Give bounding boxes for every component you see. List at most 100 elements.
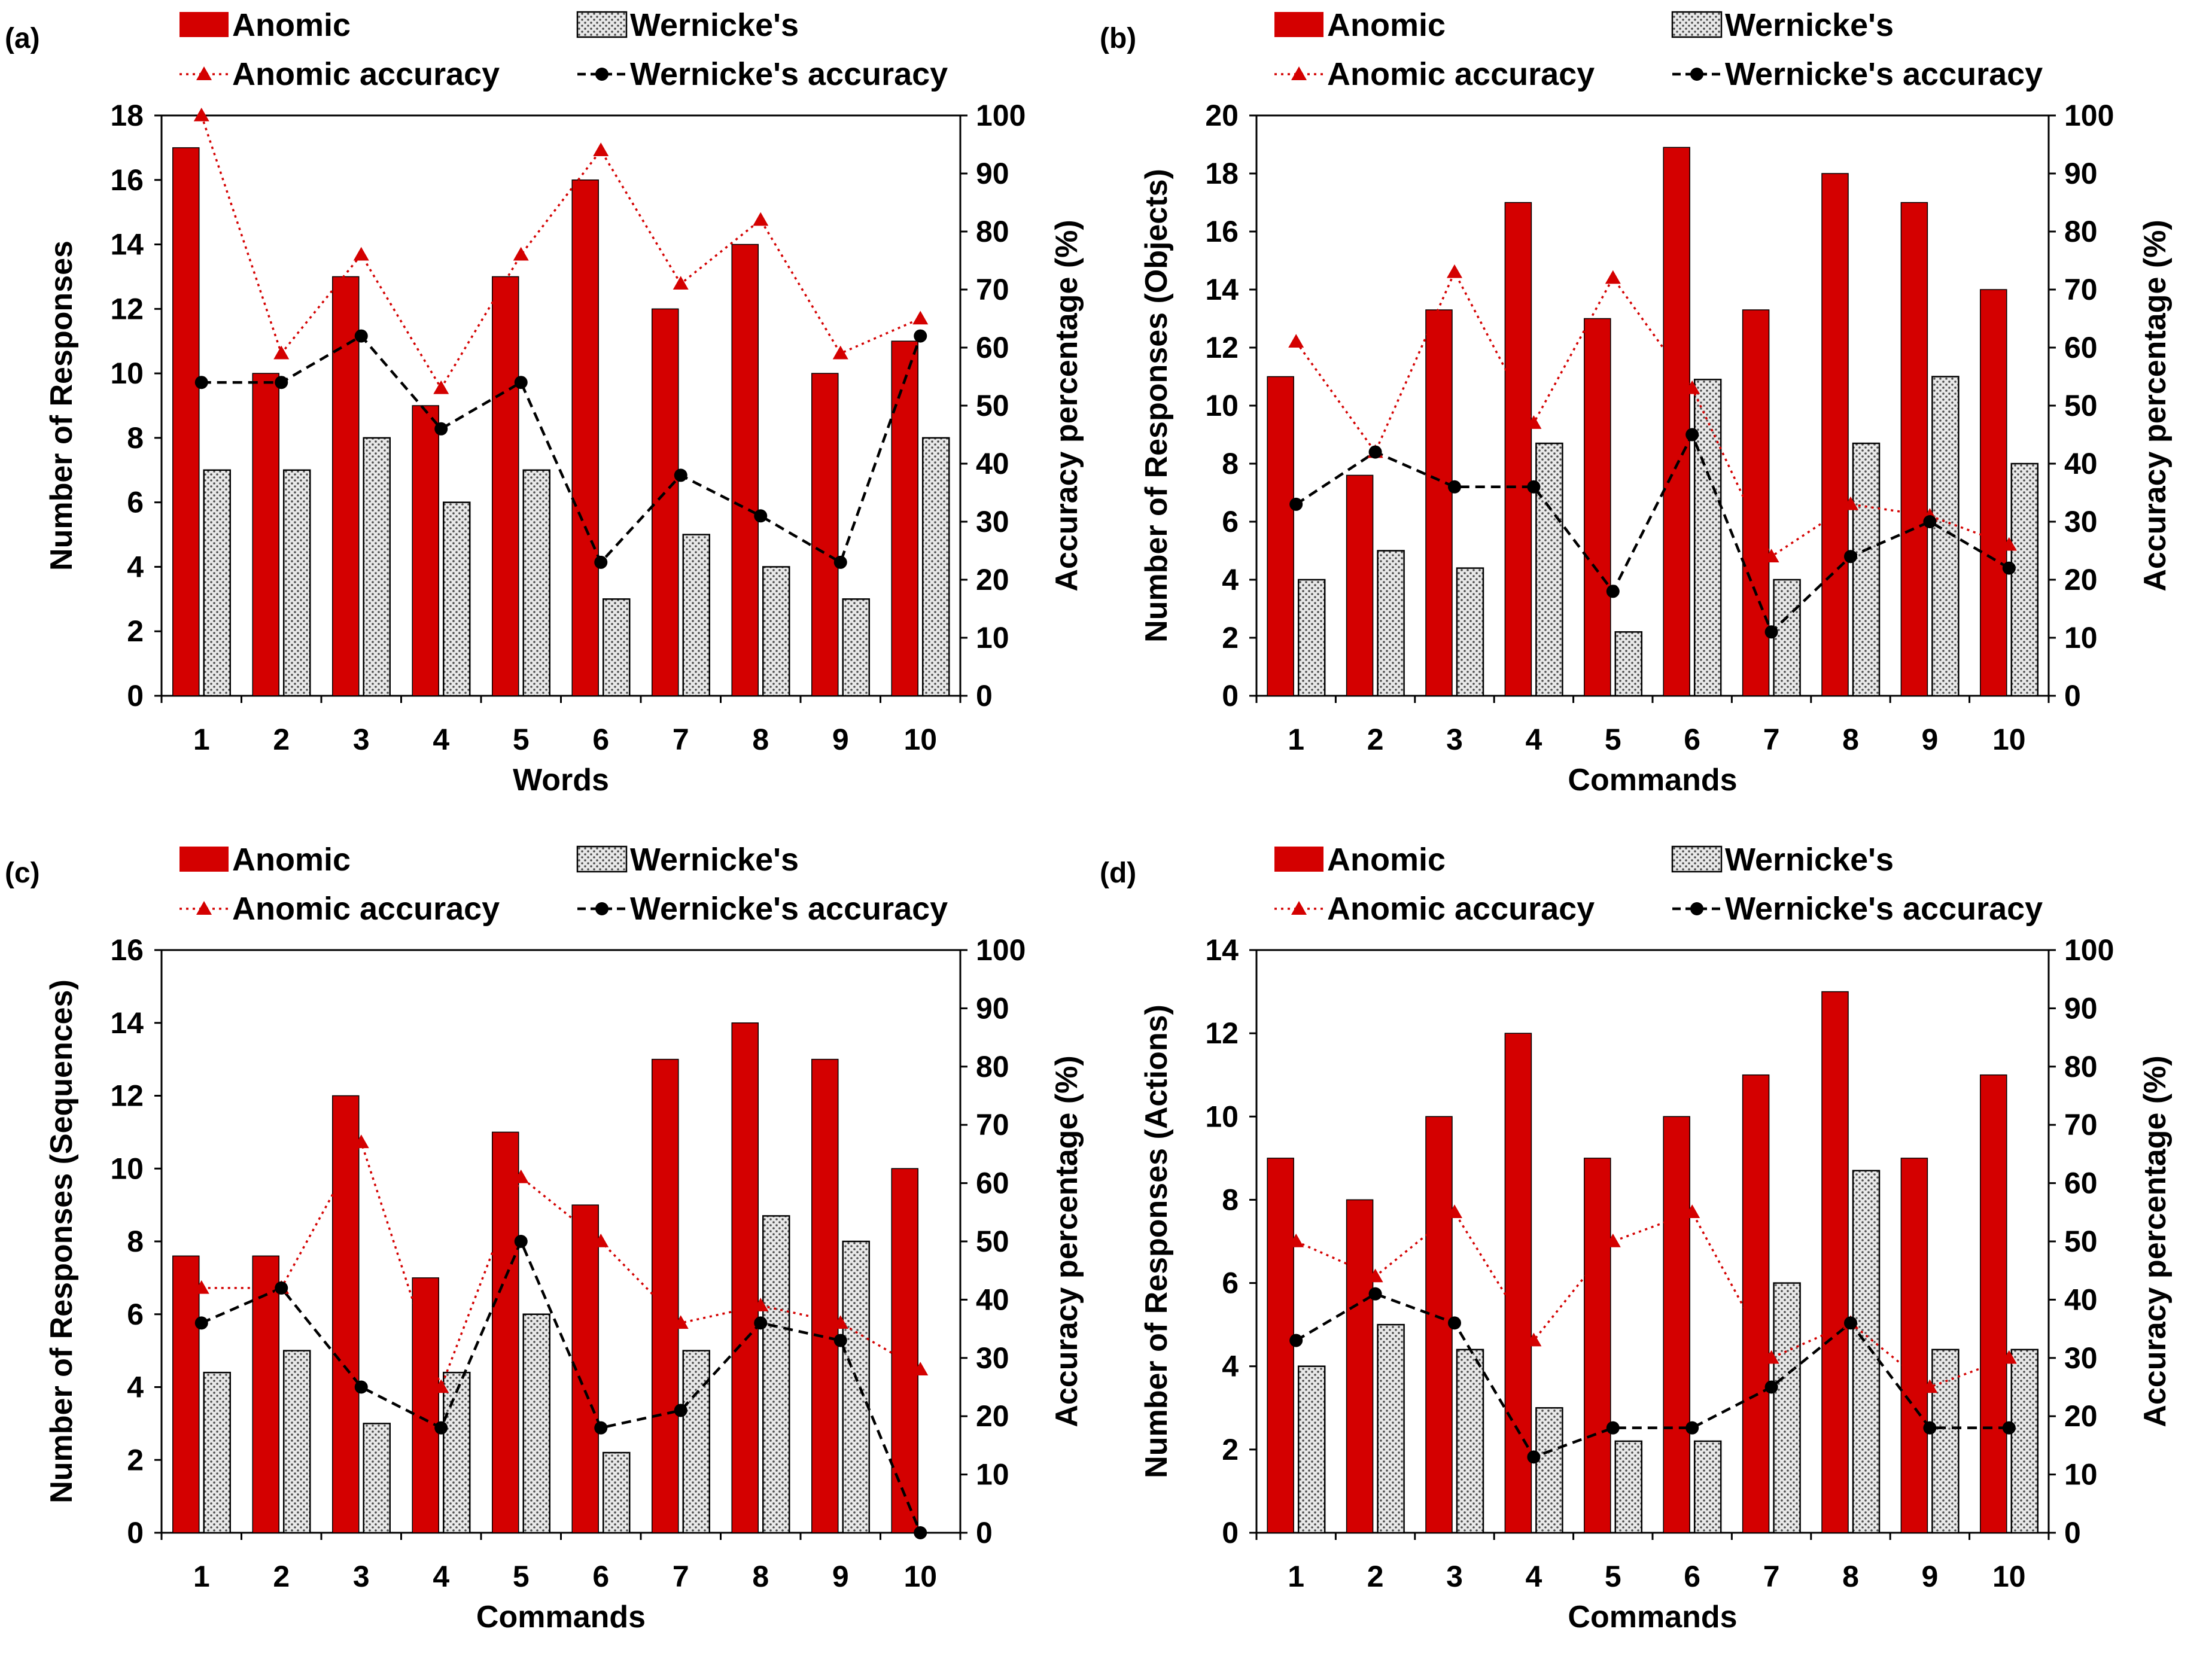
point-wernicke-accuracy-2 (1368, 445, 1382, 459)
point-wernicke-accuracy-4 (1527, 480, 1541, 494)
point-wernicke-accuracy-5 (1606, 585, 1620, 598)
bar-wernicke-7 (1773, 1282, 1801, 1534)
y-tick-label: 4 (127, 1371, 144, 1404)
x-tick-label: 6 (1684, 723, 1700, 756)
bar-wernicke-1 (1297, 579, 1326, 697)
point-anomic-accuracy-8 (753, 212, 769, 226)
y2-tick-label: 30 (976, 1341, 1009, 1375)
point-wernicke-accuracy-4 (1527, 1450, 1541, 1464)
bar-anomic-5 (492, 276, 519, 696)
x-tick-label: 3 (1446, 1560, 1463, 1593)
point-wernicke-accuracy-9 (833, 555, 847, 569)
point-wernicke-accuracy-6 (594, 1421, 608, 1435)
x-tick-label: 4 (1525, 723, 1542, 756)
legend-swatch-anomic (1274, 12, 1323, 37)
y-tick-label: 8 (127, 1225, 144, 1258)
legend-label-anomic-accuracy: Anomic accuracy (232, 56, 500, 92)
bar-wernicke-4 (443, 501, 471, 697)
bar-anomic-5 (492, 1131, 519, 1533)
y2-tick-label: 70 (2064, 273, 2098, 306)
x-tick-label: 6 (592, 1560, 609, 1593)
x-tick-label: 8 (1842, 723, 1859, 756)
y-tick-label: 14 (1205, 273, 1239, 306)
plot-frame (160, 949, 962, 1534)
y2-tick-label: 40 (976, 1283, 1009, 1316)
line-wernicke-accuracy (201, 334, 922, 565)
line-anomic-accuracy (201, 1140, 921, 1390)
y-tick-label: 4 (127, 550, 144, 583)
y2-tick-label: 90 (2064, 157, 2098, 190)
y2-tick-label: 40 (2064, 1283, 2098, 1316)
bar-wernicke-6 (1693, 1440, 1722, 1534)
y2-tick-label: 40 (976, 447, 1009, 480)
x-tick-label: 5 (1605, 723, 1621, 756)
y2-tick-label: 80 (2064, 1050, 2098, 1083)
bar-anomic-3 (1425, 309, 1453, 696)
point-anomic-accuracy-1 (1288, 334, 1304, 348)
bar-wernicke-2 (1377, 550, 1405, 697)
x-tick-label: 2 (1367, 1560, 1384, 1593)
bar-wernicke-3 (1456, 1348, 1484, 1534)
bar-wernicke-9 (842, 598, 870, 697)
y2-tick-label: 30 (2064, 1341, 2098, 1375)
y2-tick-label: 90 (976, 991, 1009, 1025)
legend-label-wernicke-accuracy: Wernicke's accuracy (1725, 56, 2043, 92)
legend-label-anomic-accuracy: Anomic accuracy (1327, 56, 1595, 92)
bar-anomic-7 (652, 308, 679, 696)
legend-label-wernicke: Wernicke's (630, 842, 799, 878)
x-tick-label: 1 (1288, 1560, 1304, 1593)
point-wernicke-accuracy-5 (514, 1235, 528, 1248)
bar-anomic-6 (1663, 1116, 1690, 1533)
x-axis-title: Words (513, 763, 609, 797)
legend-label-wernicke: Wernicke's (1725, 842, 1894, 878)
y-axis-title: Number of Responses (Objects) (1139, 169, 1174, 643)
y-tick-label: 4 (1222, 1350, 1239, 1383)
legend-label-wernicke: Wernicke's (630, 7, 799, 43)
bar-anomic-1 (1267, 1158, 1294, 1533)
plot-frame (1255, 949, 2050, 1534)
x-tick-label: 1 (193, 1560, 210, 1593)
legend-marker-anomic-accuracy (196, 66, 212, 80)
legend-marker-wernicke-accuracy (1690, 902, 1703, 915)
bar-anomic-1 (172, 1255, 200, 1533)
y2-tick-label: 0 (2064, 1516, 2081, 1550)
bar-anomic-8 (1821, 173, 1849, 696)
point-anomic-accuracy-7 (1763, 549, 1779, 562)
point-wernicke-accuracy-7 (674, 1404, 687, 1417)
bar-anomic-10 (1980, 289, 2007, 696)
y-tick-label: 16 (110, 933, 144, 967)
bar-wernicke-5 (1614, 1440, 1643, 1534)
bar-anomic-9 (811, 1058, 839, 1533)
y2-tick-label: 0 (2064, 679, 2081, 713)
y-tick-label: 0 (127, 679, 144, 713)
point-anomic-accuracy-2 (1367, 1268, 1383, 1283)
x-tick-label: 5 (513, 1560, 530, 1593)
y2-axis-title: Accuracy percentage (%) (1049, 220, 1084, 591)
point-anomic-accuracy-6 (1684, 1204, 1700, 1219)
y-tick-label: 8 (1222, 447, 1239, 480)
plot-frame (160, 114, 962, 697)
y2-tick-label: 50 (2064, 389, 2098, 422)
point-wernicke-accuracy-10 (914, 329, 927, 343)
y-tick-label: 16 (1205, 215, 1239, 248)
legend-marker-anomic-accuracy (1291, 66, 1307, 80)
x-tick-label: 6 (1684, 1560, 1700, 1593)
panel-label: (b) (1100, 23, 1136, 54)
x-axis-title: Commands (476, 1600, 646, 1634)
y2-tick-label: 50 (2064, 1225, 2098, 1258)
point-anomic-accuracy-4 (1526, 415, 1542, 429)
point-wernicke-accuracy-8 (754, 509, 768, 523)
x-tick-label: 3 (353, 723, 370, 756)
bar-wernicke-3 (363, 437, 391, 697)
bar-anomic-2 (1346, 1199, 1374, 1533)
y2-tick-label: 60 (2064, 331, 2098, 364)
y-tick-label: 0 (1222, 1516, 1239, 1550)
y-tick-label: 10 (1205, 389, 1239, 422)
y-tick-label: 6 (127, 486, 144, 519)
bar-anomic-3 (332, 1095, 360, 1533)
point-anomic-accuracy-3 (1447, 1204, 1462, 1219)
legend-label-anomic: Anomic (232, 842, 351, 878)
point-wernicke-accuracy-1 (1289, 497, 1303, 511)
y2-tick-label: 40 (2064, 447, 2098, 480)
y2-tick-label: 20 (2064, 1399, 2098, 1433)
